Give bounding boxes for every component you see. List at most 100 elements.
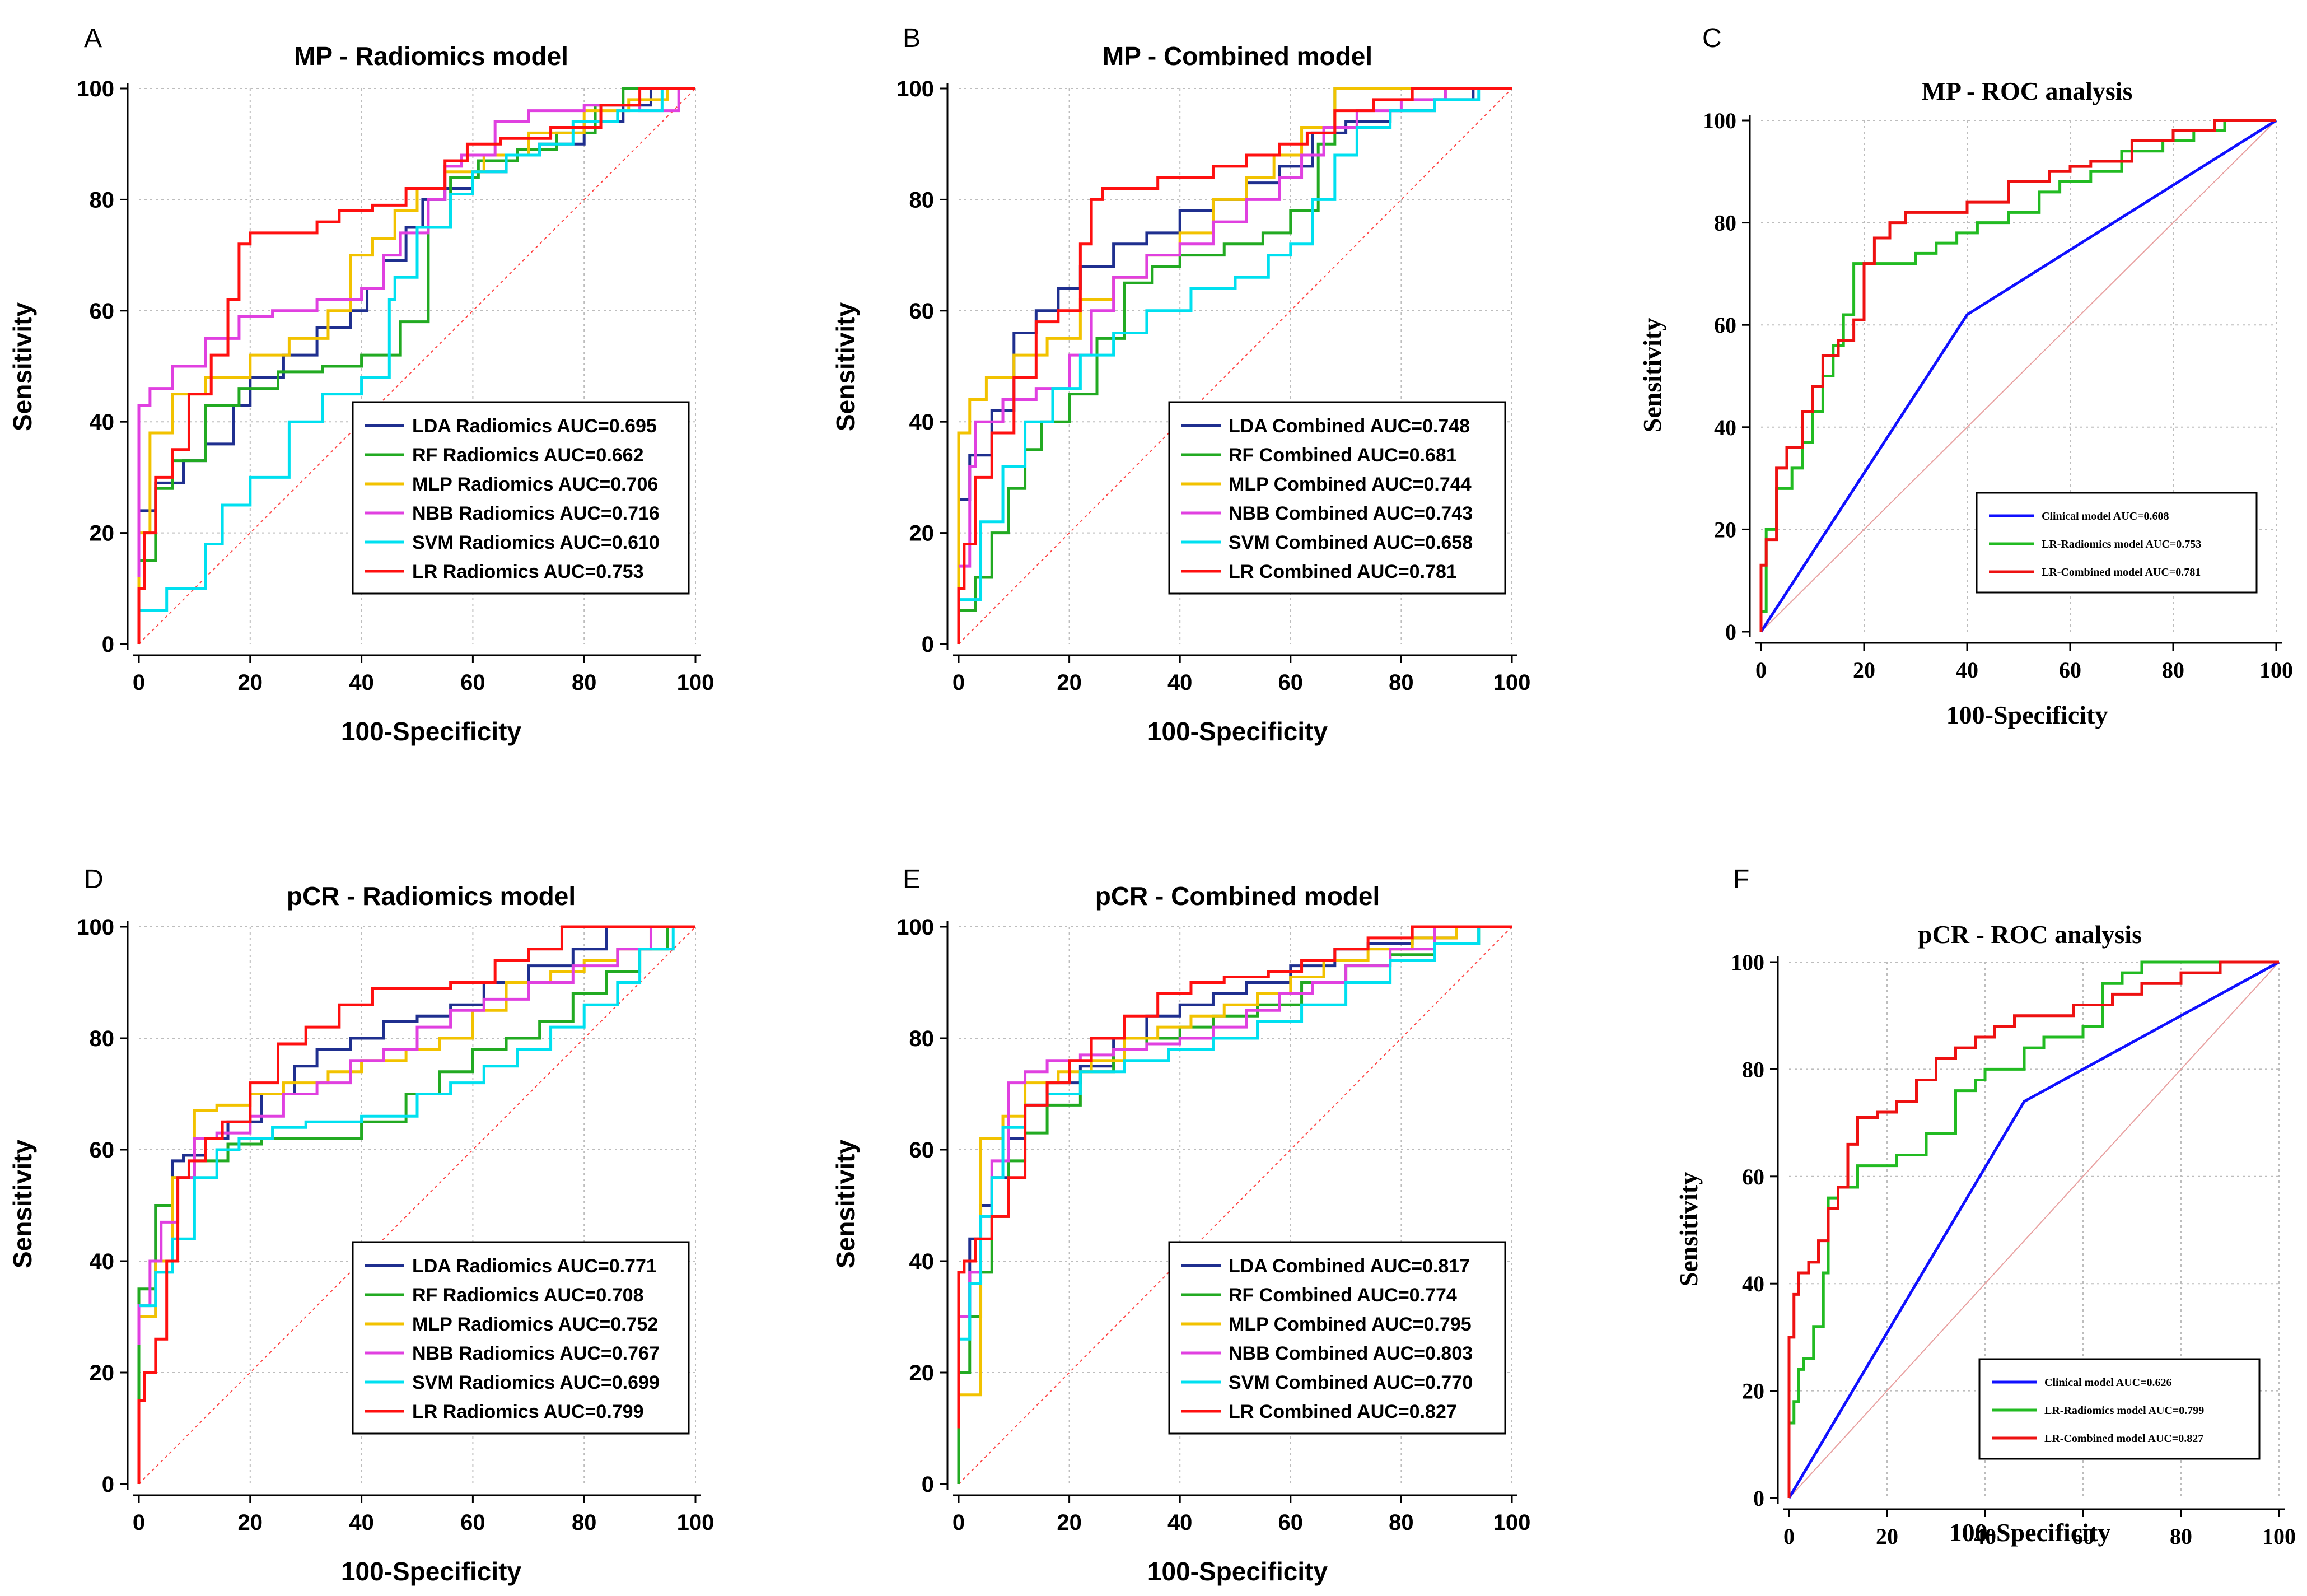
y-tick-label: 40 — [1742, 1271, 1764, 1296]
x-tick-label: 80 — [1389, 1510, 1414, 1535]
y-tick-label: 20 — [1742, 1379, 1764, 1404]
panel-letter: A — [84, 24, 102, 53]
y-tick-label: 40 — [90, 410, 115, 435]
legend: LDA Radiomics AUC=0.695 RF Radiomics AUC=… — [352, 401, 690, 595]
y-tick-label: 60 — [909, 299, 935, 324]
y-tick-label: 0 — [102, 632, 114, 657]
legend-label: Clinical model AUC=0.608 — [2042, 510, 2169, 522]
legend-label: LR Combined AUC=0.827 — [1229, 1401, 1457, 1422]
diagonal-reference-line — [1760, 120, 2277, 632]
legend: LDA Combined AUC=0.817 RF Combined AUC=0.… — [1168, 1241, 1506, 1435]
x-tick-label: 40 — [1956, 657, 1978, 683]
x-tick-label: 40 — [1974, 1524, 1996, 1549]
y-tick-label: 60 — [90, 1138, 115, 1163]
series-line-5 — [137, 87, 695, 622]
x-tick-label: 40 — [349, 1510, 374, 1535]
y-tick-label: 0 — [1725, 619, 1736, 645]
series-line-6 — [137, 925, 695, 1484]
x-tick-label: 20 — [1057, 670, 1082, 695]
legend-label: NBB Combined AUC=0.743 — [1229, 503, 1473, 524]
y-tick-label: 60 — [1714, 312, 1736, 338]
legend: Clinical model AUC=0.626 LR-Radiomics mod… — [1978, 1358, 2261, 1460]
panel-letter: C — [1702, 24, 1722, 53]
x-tick-label: 60 — [2059, 657, 2081, 683]
legend-label: LDA Combined AUC=0.817 — [1229, 1256, 1470, 1277]
y-tick-label: 20 — [90, 521, 115, 546]
x-tick-label: 20 — [238, 670, 263, 695]
y-tick-label: 80 — [909, 1026, 935, 1051]
x-tick-label: 0 — [1783, 1524, 1795, 1549]
x-tick-label: 0 — [1755, 657, 1767, 683]
panel-c: C MP - ROC analysis 0 20 40 60 80 100 0 20 40 60 80 1… — [1638, 24, 2293, 729]
x-tick-label: 80 — [572, 670, 597, 695]
legend-label: RF Combined AUC=0.774 — [1229, 1285, 1457, 1306]
chart-title: pCR - Combined model — [1095, 881, 1380, 911]
y-axis-label: Sensitivity — [8, 302, 37, 432]
legend: LDA Combined AUC=0.748 RF Combined AUC=0.… — [1168, 401, 1506, 595]
x-tick-label: 80 — [2162, 657, 2184, 683]
legend-box — [1168, 1241, 1506, 1435]
legend-label: LDA Radiomics AUC=0.695 — [412, 416, 657, 437]
y-tick-label: 80 — [1714, 211, 1736, 236]
panel-letter: F — [1733, 865, 1749, 894]
x-axis-label: 100-Specificity — [341, 1557, 522, 1586]
y-tick-label: 40 — [1714, 415, 1736, 440]
y-tick-label: 20 — [90, 1361, 115, 1385]
legend-label: RF Radiomics AUC=0.708 — [412, 1285, 644, 1306]
series-line-5 — [957, 925, 1512, 1417]
y-tick-label: 0 — [922, 632, 934, 657]
y-tick-label: 0 — [922, 1472, 934, 1497]
y-axis-label: Sensitivity — [831, 302, 860, 432]
y-tick-label: 20 — [909, 521, 935, 546]
legend-label: MLP Radiomics AUC=0.752 — [412, 1314, 658, 1335]
series-line-3 — [1759, 119, 2276, 632]
x-tick-label: 20 — [1853, 657, 1875, 683]
legend-label: LR Radiomics AUC=0.799 — [412, 1401, 644, 1422]
x-tick-label: 100 — [2259, 657, 2293, 683]
x-tick-label: 40 — [1167, 670, 1193, 695]
y-tick-label: 100 — [77, 77, 114, 101]
panel-letter: B — [903, 24, 921, 53]
legend-label: Clinical model AUC=0.626 — [2044, 1376, 2172, 1389]
diagonal-reference-line — [958, 926, 1512, 1485]
x-axis-label: 100-Specificity — [1147, 717, 1328, 746]
x-tick-label: 40 — [349, 670, 374, 695]
y-tick-label: 100 — [896, 77, 934, 101]
y-tick-label: 60 — [909, 1138, 935, 1163]
y-tick-label: 0 — [102, 1472, 114, 1497]
x-tick-label: 0 — [952, 1510, 965, 1535]
series-line-5 — [957, 87, 1512, 633]
x-tick-label: 80 — [572, 1510, 597, 1535]
y-tick-label: 80 — [909, 188, 935, 212]
legend-box — [352, 401, 690, 595]
legend: Clinical model AUC=0.608 LR-Radiomics mod… — [1976, 492, 2258, 594]
y-tick-label: 40 — [90, 1249, 115, 1274]
legend-label: RF Combined AUC=0.681 — [1229, 445, 1457, 466]
x-axis-label: 100-Specificity — [1946, 701, 2108, 729]
x-tick-label: 60 — [1278, 1510, 1304, 1535]
series-line-2 — [1787, 960, 2279, 1498]
chart-title: MP - Combined model — [1103, 41, 1372, 71]
series-line-2 — [139, 87, 695, 562]
diagonal-reference-line — [1788, 962, 2280, 1499]
panel-b: B MP - Combined model 0 20 40 60 80 100 0 20 40 60 8… — [831, 24, 1530, 746]
y-tick-label: 100 — [1731, 950, 1764, 975]
x-tick-label: 0 — [952, 670, 965, 695]
y-axis-label: Sensitivity — [1674, 1172, 1703, 1286]
x-axis-label: 100-Specificity — [1147, 1557, 1328, 1586]
legend-label: SVM Combined AUC=0.770 — [1229, 1372, 1473, 1393]
chart-title: pCR - ROC analysis — [1918, 920, 2142, 949]
series-line-2 — [1759, 119, 2276, 632]
y-tick-label: 0 — [1753, 1486, 1764, 1511]
series-line-6 — [957, 925, 1512, 1429]
legend-label: LDA Combined AUC=0.748 — [1229, 416, 1470, 437]
x-tick-label: 60 — [460, 670, 485, 695]
series-line-6 — [137, 87, 695, 644]
legend-label: RF Radiomics AUC=0.662 — [412, 445, 644, 466]
series-line-3 — [1787, 960, 2279, 1498]
legend-label: LR Radiomics AUC=0.753 — [412, 561, 644, 582]
y-tick-label: 80 — [1742, 1057, 1764, 1082]
legend-label: LR-Radiomics model AUC=0.753 — [2042, 538, 2201, 550]
